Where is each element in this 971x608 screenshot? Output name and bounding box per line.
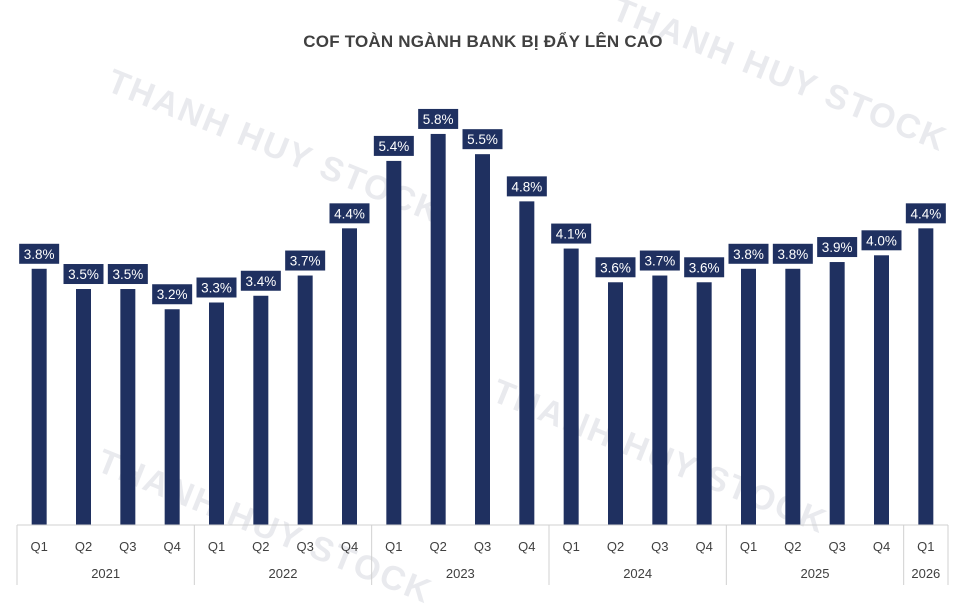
quarter-tick-label: Q1 <box>208 539 225 554</box>
bar-q1-2021 <box>31 268 47 525</box>
quarter-tick-label: Q2 <box>429 539 446 554</box>
bar-q1-2024 <box>563 248 579 525</box>
watermark-text: THANH HUY STOCK <box>607 0 953 159</box>
data-label-box <box>551 223 592 244</box>
data-label-box <box>462 129 503 150</box>
data-label: 4.1% <box>556 227 587 242</box>
data-label: 3.2% <box>157 287 188 302</box>
data-label: 4.8% <box>511 179 542 194</box>
quarter-tick-label: Q4 <box>873 539 890 554</box>
data-label-box <box>684 257 725 278</box>
year-tick-label: 2024 <box>623 566 652 581</box>
data-label: 3.8% <box>24 247 55 262</box>
bar-q3-2025 <box>829 262 845 525</box>
bar-q1-2025 <box>741 268 756 525</box>
bar-q2-2021 <box>76 289 91 525</box>
quarter-tick-label: Q4 <box>695 539 712 554</box>
quarter-tick-label: Q2 <box>75 539 92 554</box>
x-axis: Q1 Q2 Q3 Q4 Q1 Q2 Q3 Q4 Q1 Q2 Q3 Q4 Q1 Q2 Q3 Q4 Q1 Q2 Q3 Q4… <box>16 524 949 585</box>
quarter-tick-label: Q1 <box>30 539 47 554</box>
quarter-tick-label: Q1 <box>917 539 934 554</box>
bars-layer <box>31 133 934 526</box>
data-label: 5.4% <box>378 139 409 154</box>
data-label-box <box>817 237 858 258</box>
year-tick-label: 2023 <box>446 566 475 581</box>
data-label: 5.8% <box>423 112 454 127</box>
quarter-tick-label: Q3 <box>828 539 845 554</box>
bar-q4-2022 <box>342 228 357 526</box>
data-label-box <box>196 277 237 298</box>
quarter-tick-label: Q3 <box>296 539 313 554</box>
data-label: 4.4% <box>334 206 365 221</box>
bar-q1-2026 <box>918 228 934 526</box>
data-label: 5.5% <box>467 132 498 147</box>
data-label-box <box>861 230 902 251</box>
chart-title: COF TOÀN NGÀNH BANK BỊ ĐẨY LÊN CAO <box>303 32 662 51</box>
data-label: 3.3% <box>201 281 232 296</box>
data-label: 3.5% <box>112 267 143 282</box>
quarter-tick-label: Q4 <box>518 539 535 554</box>
data-label-box <box>905 203 946 224</box>
data-label: 3.8% <box>777 247 808 262</box>
data-label: 4.4% <box>910 206 941 221</box>
year-tick-label: 2025 <box>801 566 830 581</box>
data-label: 3.6% <box>600 260 631 275</box>
bar-q4-2024 <box>696 282 712 525</box>
bar-q3-2021 <box>120 289 136 525</box>
data-label-box <box>19 243 60 264</box>
data-label-box <box>240 270 281 291</box>
data-label-box <box>506 176 547 197</box>
data-label: 3.4% <box>245 274 276 289</box>
bar-q1-2023 <box>386 160 402 525</box>
data-label-box <box>152 284 193 305</box>
bar-q1-2022 <box>209 302 224 525</box>
year-tick-label: 2021 <box>91 566 120 581</box>
data-label-box <box>329 203 370 224</box>
quarter-tick-label: Q2 <box>607 539 624 554</box>
bar-q4-2021 <box>164 309 180 525</box>
data-label-box <box>107 264 148 285</box>
data-label: 4.0% <box>866 233 897 248</box>
bar-q3-2024 <box>652 275 668 525</box>
quarter-tick-label: Q3 <box>119 539 136 554</box>
bar-q2-2023 <box>430 133 446 525</box>
data-label-box <box>728 243 769 264</box>
data-label: 3.5% <box>68 267 99 282</box>
year-tick-label: 2026 <box>911 566 940 581</box>
data-label: 3.9% <box>822 240 853 255</box>
data-label-box <box>639 250 680 271</box>
bar-q2-2022 <box>253 295 269 525</box>
data-label-box <box>285 250 326 271</box>
data-label: 3.7% <box>290 254 321 269</box>
data-label-box <box>373 135 414 156</box>
bar-q4-2025 <box>874 255 889 525</box>
data-label: 3.6% <box>689 260 720 275</box>
quarter-tick-label: Q2 <box>784 539 801 554</box>
quarter-tick-label: Q1 <box>740 539 757 554</box>
data-label-box <box>595 257 636 278</box>
quarter-tick-label: Q4 <box>341 539 358 554</box>
quarter-tick-label: Q2 <box>252 539 269 554</box>
quarter-tick-label: Q4 <box>163 539 180 554</box>
data-label-box <box>772 243 813 264</box>
data-label-box <box>418 108 459 129</box>
bar-q2-2025 <box>785 268 801 525</box>
quarter-tick-label: Q3 <box>474 539 491 554</box>
bar-q4-2023 <box>519 201 535 525</box>
data-label: 3.7% <box>644 254 675 269</box>
bar-q3-2023 <box>475 154 490 525</box>
bar-q2-2024 <box>608 282 623 525</box>
data-label: 3.8% <box>733 247 764 262</box>
quarter-tick-label: Q1 <box>385 539 402 554</box>
bar-q3-2022 <box>297 275 313 525</box>
quarter-tick-label: Q3 <box>651 539 668 554</box>
quarter-tick-label: Q1 <box>562 539 579 554</box>
year-tick-label: 2022 <box>269 566 298 581</box>
data-label-box <box>63 264 104 285</box>
data-labels-layer: 3.8% 3.5% 3.5% 3.2% 3.3% 3.4% 3.7% 4.4% 5.4% 5.8%… <box>19 108 946 305</box>
